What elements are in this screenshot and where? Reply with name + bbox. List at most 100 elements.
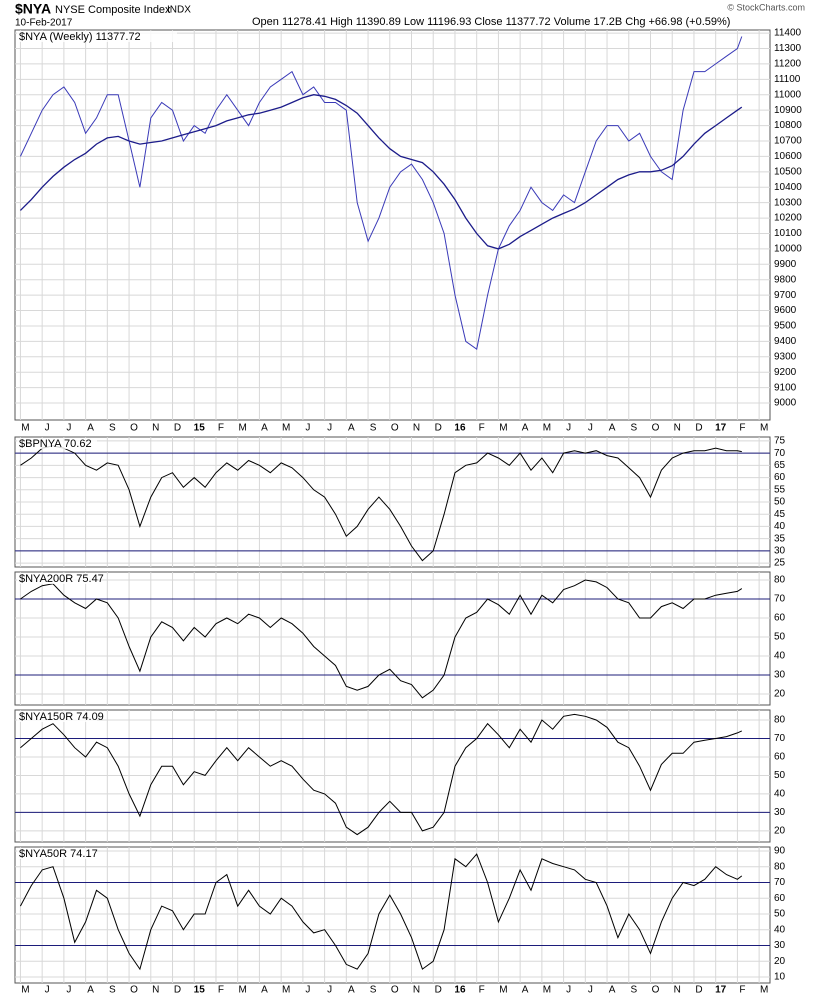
- x-tick-label: M: [543, 423, 551, 434]
- quote: Open 11278.41 High 11390.89 Low 11196.93…: [252, 16, 730, 28]
- y-tick-label: 11300: [774, 43, 802, 54]
- x-tick-label: S: [370, 985, 377, 996]
- series-line: [19, 853, 743, 971]
- series-line: [19, 94, 743, 250]
- y-tick-label: 25: [774, 558, 786, 569]
- x-tick-label: D: [174, 423, 181, 434]
- y-tick-label: 20: [774, 956, 786, 967]
- x-tick-label: N: [152, 985, 159, 996]
- x-tick-label: 17: [715, 423, 727, 434]
- x-tick-label: A: [261, 423, 268, 434]
- y-tick-label: 70: [774, 448, 786, 459]
- y-tick-label: 10000: [774, 244, 802, 255]
- x-tick-label: M: [282, 985, 290, 996]
- y-tick-label: 40: [774, 924, 786, 935]
- x-tick-label: N: [413, 423, 420, 434]
- y-tick-label: 40: [774, 651, 786, 662]
- symbol: $NYA: [15, 1, 51, 17]
- y-tick-label: 11200: [774, 59, 802, 70]
- y-tick-label: 80: [774, 575, 786, 586]
- x-tick-label: J: [566, 423, 571, 434]
- panel-frame: [14, 571, 771, 706]
- x-tick-label: N: [674, 985, 681, 996]
- x-tick-label: 15: [194, 985, 206, 996]
- y-tick-label: 10: [774, 972, 786, 983]
- y-tick-label: 9700: [774, 290, 797, 301]
- y-tick-label: 10100: [774, 228, 802, 239]
- title-bg: [17, 438, 97, 449]
- panel-title: $BPNYA 70.62: [19, 438, 92, 450]
- y-tick-label: 10600: [774, 151, 802, 162]
- x-tick-label: F: [218, 423, 224, 434]
- x-tick-label: A: [609, 423, 616, 434]
- x-tick-label: S: [630, 423, 637, 434]
- series-line: [20, 713, 743, 836]
- x-tick-label: F: [739, 985, 745, 996]
- y-tick-label: 10400: [774, 182, 802, 193]
- x-tick-label: J: [327, 423, 332, 434]
- x-tick-label: O: [652, 423, 660, 434]
- x-tick-label: 15: [194, 423, 206, 434]
- y-tick-label: 60: [774, 613, 786, 624]
- y-tick-label: 65: [774, 460, 786, 471]
- x-tick-label: M: [760, 985, 768, 996]
- x-tick-label: M: [543, 985, 551, 996]
- series-line: [20, 579, 743, 699]
- y-tick-label: 30: [774, 940, 786, 951]
- x-tick-label: M: [239, 985, 247, 996]
- panel-frame: [14, 29, 771, 421]
- y-tick-label: 9300: [774, 351, 797, 362]
- y-tick-label: 80: [774, 715, 786, 726]
- y-tick-label: 40: [774, 789, 786, 800]
- panel-title: $NYA (Weekly) 11377.72: [19, 31, 141, 43]
- y-tick-label: 20: [774, 826, 786, 837]
- x-tick-label: A: [522, 985, 529, 996]
- y-tick-label: 70: [774, 594, 786, 605]
- x-tick-label: F: [218, 985, 224, 996]
- y-tick-label: 10900: [774, 105, 802, 116]
- panel-frame: [14, 709, 771, 843]
- x-tick-label: A: [87, 985, 94, 996]
- series-line: [20, 445, 742, 562]
- x-tick-label: M: [499, 985, 507, 996]
- title-bg: [17, 31, 177, 42]
- y-tick-label: 9900: [774, 259, 797, 270]
- x-tick-label: N: [152, 423, 159, 434]
- x-tick-label: J: [66, 423, 71, 434]
- x-tick-label: F: [479, 423, 485, 434]
- x-tick-label: J: [45, 423, 50, 434]
- x-tick-label: J: [588, 423, 593, 434]
- series-line: [19, 36, 743, 350]
- x-tick-label: M: [499, 423, 507, 434]
- x-tick-label: A: [348, 423, 355, 434]
- x-tick-label: M: [21, 985, 29, 996]
- y-tick-label: 60: [774, 472, 786, 483]
- y-tick-label: 30: [774, 807, 786, 818]
- panel-title: $NYA50R 74.17: [19, 848, 98, 860]
- y-tick-label: 50: [774, 909, 786, 920]
- x-tick-label: A: [609, 985, 616, 996]
- x-tick-label: D: [435, 985, 442, 996]
- x-tick-label: O: [130, 423, 138, 434]
- x-tick-label: N: [674, 423, 681, 434]
- x-tick-label: O: [391, 985, 399, 996]
- x-tick-label: F: [479, 985, 485, 996]
- title-bg: [17, 573, 97, 584]
- y-tick-label: 70: [774, 733, 786, 744]
- x-tick-label: 16: [454, 985, 466, 996]
- panel-title: $NYA150R 74.09: [19, 711, 104, 723]
- x-tick-label: A: [348, 985, 355, 996]
- x-tick-label: D: [695, 985, 702, 996]
- y-tick-label: 30: [774, 546, 786, 557]
- y-tick-label: 11400: [774, 28, 802, 39]
- y-tick-label: 9500: [774, 321, 797, 332]
- x-tick-label: M: [239, 423, 247, 434]
- y-tick-label: 90: [774, 846, 786, 857]
- x-tick-label: O: [652, 985, 660, 996]
- y-tick-label: 9000: [774, 398, 797, 409]
- index-name: NYSE Composite Index: [55, 4, 171, 16]
- y-tick-label: 9200: [774, 367, 797, 378]
- y-tick-label: 45: [774, 509, 786, 520]
- x-tick-label: O: [391, 423, 399, 434]
